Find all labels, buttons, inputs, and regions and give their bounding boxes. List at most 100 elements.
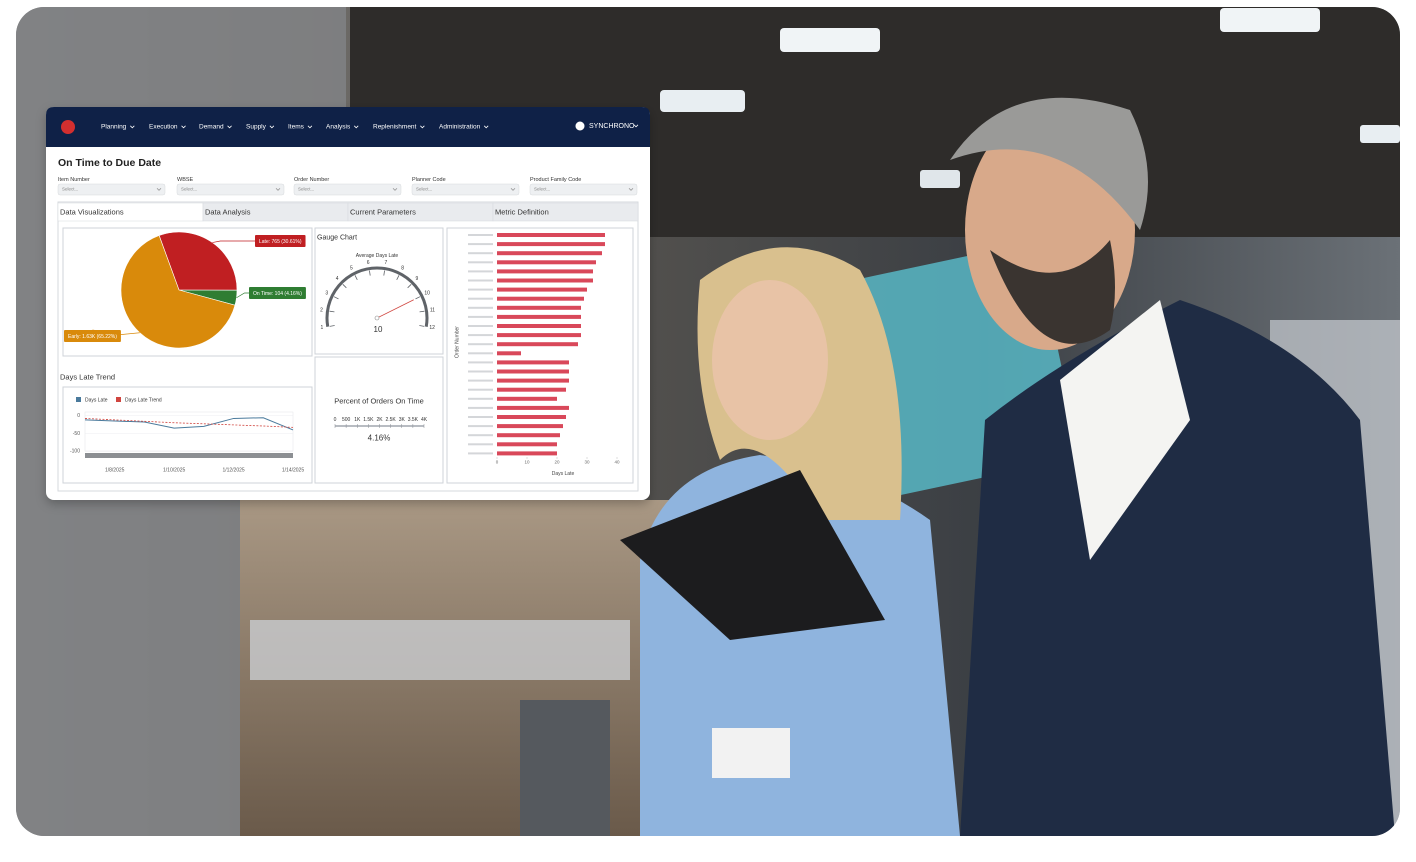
order-label-placeholder: [468, 434, 493, 437]
bar: [497, 233, 605, 237]
chevron: [275, 188, 281, 191]
bar: [497, 260, 596, 265]
filter-placeholder: Select...: [298, 187, 314, 192]
chevron: [510, 188, 516, 191]
bar: [497, 351, 521, 356]
gauge-tick: [419, 310, 425, 313]
percent-tick-label: 3K: [399, 417, 406, 423]
nav-item[interactable]: Replenishment: [373, 124, 417, 131]
bar: [497, 305, 581, 310]
filter-select[interactable]: [57, 183, 166, 196]
ceiling-light: [660, 90, 745, 112]
bar: [497, 296, 584, 301]
percent-title: Percent of Orders On Time: [334, 396, 424, 405]
filter-select[interactable]: [293, 183, 402, 196]
gauge-tick-label: 5: [350, 266, 353, 272]
gauge-title: Gauge Chart: [317, 234, 357, 241]
order-label-placeholder: [468, 306, 493, 309]
gauge-tick-label: 12: [429, 325, 435, 331]
nav-item[interactable]: Planning: [101, 124, 127, 131]
gauge-value: 10: [374, 325, 383, 334]
gauge-arc: [325, 266, 429, 327]
nav-item[interactable]: Supply: [246, 124, 267, 131]
gauge-tick-label: 1: [320, 325, 323, 331]
filter-label: Product Family Code: [530, 177, 581, 183]
gauge-subtitle: Average Days Late: [356, 253, 399, 259]
x-tick-label: 1/12/2025: [222, 467, 244, 473]
filter-label: Order Number: [294, 177, 329, 183]
man-shirt: [1060, 300, 1190, 560]
chevron: [420, 125, 425, 129]
man-beard: [990, 240, 1115, 344]
chevron: [628, 188, 634, 191]
bar: [497, 387, 566, 392]
machine-frame: [250, 620, 630, 680]
filter-select[interactable]: [529, 183, 638, 196]
man-hair: [950, 97, 1148, 230]
order-label-placeholder: [468, 397, 493, 400]
nav-item[interactable]: Demand: [199, 124, 224, 131]
y-axis-label: Order Number: [454, 326, 460, 358]
percent-tick-label: 2K: [376, 417, 383, 423]
y-tick-label: 0: [77, 413, 80, 419]
tab-label[interactable]: Metric Definition: [495, 207, 549, 216]
ceiling-light: [1220, 8, 1320, 32]
chevron: [392, 188, 398, 191]
tab[interactable]: [492, 202, 639, 222]
x-tick-label: 10: [524, 460, 530, 465]
bar: [497, 378, 569, 383]
gauge-tick-label: 4: [336, 276, 339, 282]
order-label-placeholder: [468, 234, 493, 236]
pie-label-box: [249, 287, 306, 299]
tab-label[interactable]: Data Analysis: [205, 207, 251, 216]
tab-label[interactable]: Data Visualizations: [60, 207, 124, 216]
tablet: [620, 470, 885, 640]
bar: [497, 433, 560, 438]
filter-placeholder: Select...: [181, 187, 197, 192]
order-label-placeholder: [468, 443, 493, 446]
bar: [497, 415, 566, 419]
order-label-placeholder: [468, 361, 493, 364]
user-name[interactable]: SYNCHRONO: [589, 123, 635, 130]
gauge-tick: [369, 270, 371, 276]
nav-item[interactable]: Execution: [149, 124, 178, 131]
ceiling-light: [780, 28, 880, 52]
order-label-placeholder: [468, 315, 493, 318]
pie-label: Early: 1.63K (65.22%): [68, 334, 117, 340]
x-tick-label: 40: [614, 460, 620, 465]
chevron: [181, 125, 186, 129]
gauge-tick-label: 9: [416, 276, 419, 282]
tab-label[interactable]: Current Parameters: [350, 207, 416, 216]
bar: [497, 269, 593, 274]
nav-item[interactable]: Items: [288, 124, 305, 131]
filter-select[interactable]: [176, 183, 285, 196]
legend-swatch: [116, 397, 121, 402]
filter-label: WBSE: [177, 177, 194, 183]
gauge-hub: [374, 315, 380, 321]
filter-select[interactable]: [411, 183, 520, 196]
y-tick-label: -50: [73, 431, 80, 437]
order-label-placeholder: [468, 279, 493, 282]
gauge-tick-label: 2: [320, 307, 323, 313]
order-label-placeholder: [468, 325, 493, 327]
x-axis-label: Days Late: [552, 471, 575, 477]
bar: [497, 360, 569, 365]
percent-tick-label: 500: [342, 417, 351, 423]
percent-tick-label: 3.5K: [408, 417, 419, 423]
legend-label: Days Late Trend: [125, 397, 162, 403]
nav-item[interactable]: Analysis: [326, 124, 351, 131]
chevron: [353, 125, 359, 129]
background-photo: [16, 7, 1400, 836]
bar: [497, 287, 587, 292]
order-label-placeholder: [468, 334, 493, 337]
ceiling-light: [1360, 125, 1400, 143]
gauge-tick-label: 11: [430, 307, 435, 313]
nav-item[interactable]: Administration: [439, 124, 481, 131]
x-tick-label: 0: [496, 460, 499, 465]
gauge-tick-label: 8: [401, 266, 404, 272]
bar: [497, 314, 581, 319]
user-icon: [575, 121, 585, 131]
order-label-placeholder: [468, 297, 493, 300]
